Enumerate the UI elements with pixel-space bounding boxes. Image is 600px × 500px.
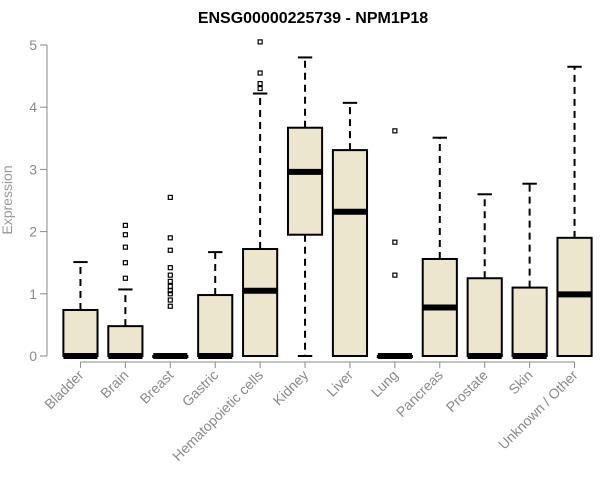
box [107, 325, 144, 358]
x-category-label: Pancreas [393, 367, 446, 420]
box-group [511, 182, 548, 359]
box-group [556, 65, 593, 358]
box [242, 248, 279, 358]
box [511, 286, 548, 357]
x-category-label: Breast [136, 367, 176, 407]
chart-title: ENSG00000225739 - NPM1P18 [198, 10, 428, 27]
outlier-point [167, 278, 173, 284]
outlier-point [167, 272, 173, 278]
outlier-point [167, 303, 173, 309]
outlier-point [392, 128, 398, 134]
outlier-point [122, 275, 128, 281]
y-tick-label: 4 [29, 99, 37, 115]
outlier-point [167, 297, 173, 303]
box-group [286, 56, 324, 357]
outlier-point [122, 244, 128, 250]
x-category-label: Skin [505, 367, 536, 398]
y-tick-label: 2 [29, 224, 37, 240]
box-group [62, 261, 99, 359]
plot-area [62, 39, 593, 359]
box-group [107, 222, 144, 359]
y-tick-label: 3 [29, 161, 37, 177]
outlier-point [167, 265, 173, 271]
y-tick-label: 1 [29, 286, 37, 302]
x-category-label: Prostate [443, 367, 491, 415]
outlier-point [167, 283, 173, 289]
box-group [376, 128, 413, 359]
y-axis-label: Expression [0, 165, 15, 234]
box [197, 294, 234, 358]
outlier-point [392, 272, 398, 278]
box-group [197, 251, 234, 359]
box-group [421, 136, 458, 357]
x-category-label: Kidney [270, 367, 312, 409]
box [466, 277, 503, 357]
outlier-point [257, 80, 263, 87]
outlier-point [257, 85, 263, 92]
box [62, 308, 99, 357]
outlier-point [392, 239, 398, 245]
outlier-point [167, 247, 173, 253]
y-tick-label: 5 [29, 37, 37, 53]
box [331, 149, 369, 357]
box-group [152, 194, 189, 359]
outlier-point [122, 222, 128, 228]
outlier-point [167, 194, 173, 200]
box-group [466, 193, 503, 359]
box [286, 126, 324, 236]
x-category-label: Gastric [179, 367, 222, 410]
y-tick-label: 0 [29, 348, 37, 364]
x-category-label: Liver [323, 367, 356, 400]
outlier-point [122, 260, 128, 266]
outlier-point [257, 70, 263, 76]
outlier-point [167, 235, 173, 241]
x-category-label: Bladder [41, 367, 87, 413]
box-group [331, 101, 369, 357]
x-category-label: Unknown / Other [495, 367, 581, 453]
box-group [242, 39, 279, 358]
x-category-label: Lung [368, 367, 401, 400]
x-category-label: Brain [97, 367, 131, 401]
outlier-point [257, 39, 263, 45]
outlier-point [167, 291, 173, 297]
outlier-point [122, 232, 128, 238]
y-axis: 0 1 2 3 4 5 [29, 37, 48, 364]
